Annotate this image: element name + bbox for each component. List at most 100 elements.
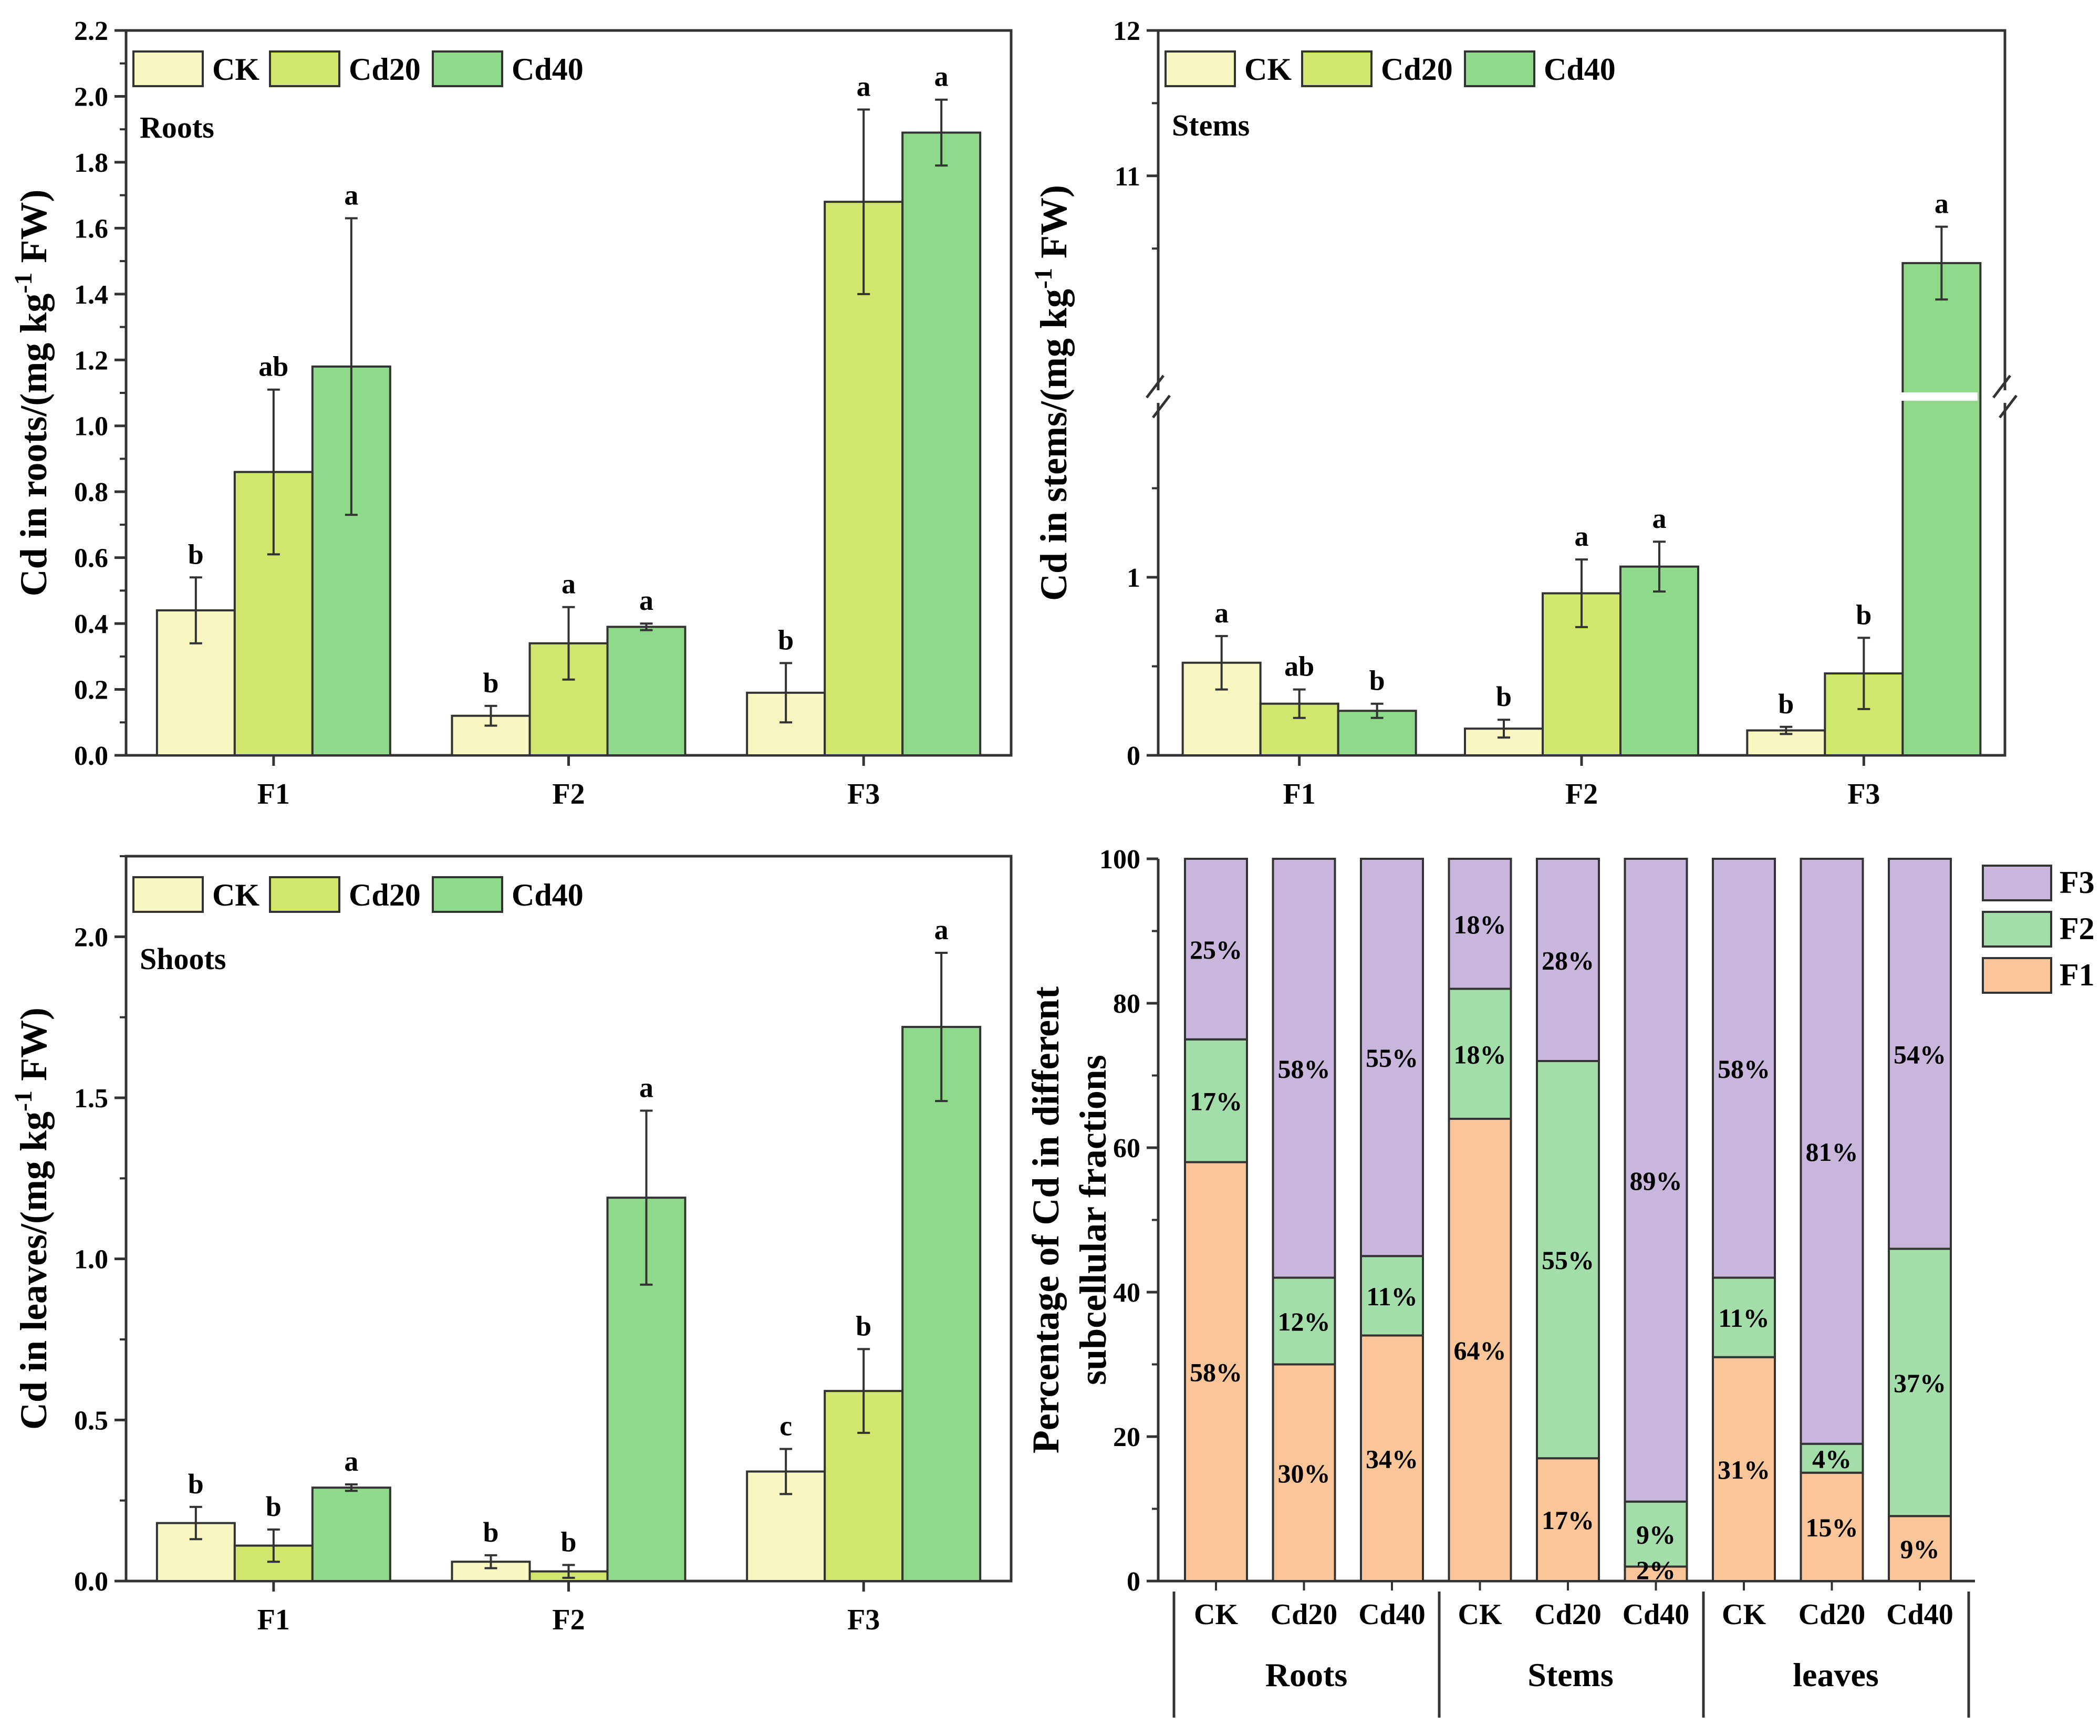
percent-label-f2: 17% [1190, 1087, 1242, 1116]
significance-letter: b [266, 1491, 282, 1522]
legend-swatch-cd40 [432, 876, 503, 913]
percent-label-f3: 58% [1278, 1054, 1330, 1084]
y-tick-label: 1.8 [74, 148, 108, 178]
segment-f2 [1888, 1248, 1952, 1517]
significance-letter: a [1935, 188, 1949, 220]
segment-f3 [1536, 858, 1600, 1062]
segment-f3 [1184, 858, 1248, 1041]
panel-fractions: 0 20 40 60 80 100 Percentage of Cd in differen… [1025, 845, 2095, 1718]
percent-label-f3: 54% [1894, 1039, 1946, 1069]
legend-swatch-cd40 [1464, 50, 1535, 87]
axis-break-gap [1900, 392, 1978, 401]
bar-cd40 [901, 131, 982, 756]
significance-letter: c [779, 1410, 792, 1442]
y-tick-label: 0 [1127, 741, 1140, 771]
y-tick-label: 1.0 [74, 1245, 108, 1275]
group-label: leaves [1793, 1656, 1879, 1693]
significance-letter: a [934, 914, 949, 945]
percent-label-f2: 37% [1894, 1368, 1946, 1398]
axis-break-mark [1999, 394, 2018, 419]
percent-label-f2: 18% [1454, 1039, 1506, 1069]
bar-cd40 [1619, 565, 1699, 757]
y-axis-label: Cd in leaves/(mg kg-1 FW) [9, 1007, 55, 1430]
significance-letter: a [934, 61, 949, 92]
x-tick-label: F2 [552, 778, 585, 810]
y-tick-label: 0.4 [74, 609, 108, 639]
panel-leaves: 0.0 0.5 1.0 1.5 2.0 b b a F1 b b a F2 c b a F3 CK Cd20 Cd40… [9, 855, 1013, 1636]
legend-label: CK [1244, 52, 1292, 87]
segment-f1 [1888, 1515, 1952, 1582]
significance-letter: b [1778, 688, 1794, 720]
significance-letter: b [560, 1526, 576, 1557]
y-tick-label: 0.5 [74, 1406, 108, 1436]
x-tick-label: F3 [847, 778, 880, 810]
significance-letter: a [857, 71, 871, 102]
significance-letter: a [1652, 503, 1667, 534]
significance-letter: a [1575, 521, 1589, 552]
y-axis-label-line1: Percentage of Cd in different [1025, 986, 1067, 1453]
y-axis-label-line2: subcellular fractions [1072, 1055, 1114, 1385]
x-tick-label: F1 [1283, 778, 1316, 810]
y-axis-label-end: FW) [1033, 185, 1075, 268]
panel-roots: 0.00.20.40.60.81.01.21.41.61.82.02.2baba… [9, 16, 1013, 810]
bar-cd40 [311, 1486, 391, 1582]
axis-break-mark [1992, 375, 2011, 399]
legend-swatch-cd20 [1301, 50, 1373, 87]
percent-label-f2: 12% [1278, 1307, 1330, 1336]
y-axis-label-end: FW) [13, 1007, 55, 1090]
x-tick-label: Cd20 [1534, 1598, 1602, 1631]
legend-label: CK [212, 878, 259, 912]
percent-label-f2: 55% [1542, 1245, 1594, 1275]
y-tick-label: 80 [1113, 989, 1140, 1019]
significance-letter: ab [1284, 651, 1314, 682]
axis-break-gap [1151, 390, 1166, 403]
segment-f3 [1448, 858, 1512, 990]
legend-swatch-ck [132, 50, 204, 87]
panel-title: Roots [140, 110, 214, 144]
segment-f2 [1536, 1060, 1600, 1460]
percent-label-f1: 31% [1718, 1455, 1770, 1484]
legend-label: Cd40 [512, 878, 584, 912]
percent-label-f3: 58% [1718, 1054, 1770, 1084]
legend-label: F3 [2060, 865, 2095, 900]
percent-label-f1: 17% [1542, 1505, 1594, 1535]
y-tick-label: 60 [1113, 1134, 1140, 1163]
legend-swatch-f3 [1982, 865, 2052, 901]
legend-label: Cd40 [1544, 52, 1616, 87]
x-tick-label: CK [1194, 1598, 1238, 1631]
significance-letter: b [856, 1310, 871, 1342]
percent-label-f3: 55% [1366, 1043, 1418, 1073]
percent-label-f1: 34% [1366, 1444, 1418, 1473]
y-tick-label: 12 [1113, 16, 1140, 46]
group-label: Stems [1527, 1656, 1614, 1693]
percent-label-f1: 58% [1190, 1357, 1242, 1387]
percent-label-f3: 25% [1190, 935, 1242, 964]
x-tick-label: F1 [257, 778, 290, 810]
significance-letter: b [778, 624, 794, 656]
y-tick-label: 1.5 [74, 1084, 108, 1114]
segment-f3 [1272, 858, 1336, 1279]
x-tick-label: Cd40 [1886, 1598, 1953, 1631]
y-axis-label-sup: -1 [9, 273, 37, 294]
y-tick-label: 1.0 [74, 412, 108, 442]
x-tick-label: F3 [847, 1604, 880, 1636]
percent-label-f3: 81% [1806, 1137, 1858, 1167]
legend-swatch-cd20 [269, 50, 340, 87]
y-axis-label: Cd in stems/(mg kg-1 FW) [1030, 185, 1075, 601]
y-axis-label-sup: -1 [1030, 268, 1057, 289]
y-tick-label: 2.2 [74, 16, 108, 46]
y-tick-label: 2.0 [74, 82, 108, 112]
x-tick-label: Cd20 [1798, 1598, 1866, 1631]
segment-f3 [1800, 858, 1864, 1445]
significance-letter: a [1214, 597, 1229, 629]
legend-swatch-ck [1165, 50, 1236, 87]
y-tick-label: 0.0 [74, 741, 108, 771]
x-tick-label: Cd40 [1623, 1598, 1690, 1631]
x-tick-label: Cd20 [1271, 1598, 1338, 1631]
x-tick-label: F2 [1565, 778, 1598, 810]
y-axis-label-sup: -1 [9, 1090, 37, 1111]
y-axis-label-main: Cd in roots/(mg kg [13, 294, 55, 597]
segment-f3 [1712, 858, 1776, 1279]
x-tick-label: F2 [552, 1604, 585, 1636]
